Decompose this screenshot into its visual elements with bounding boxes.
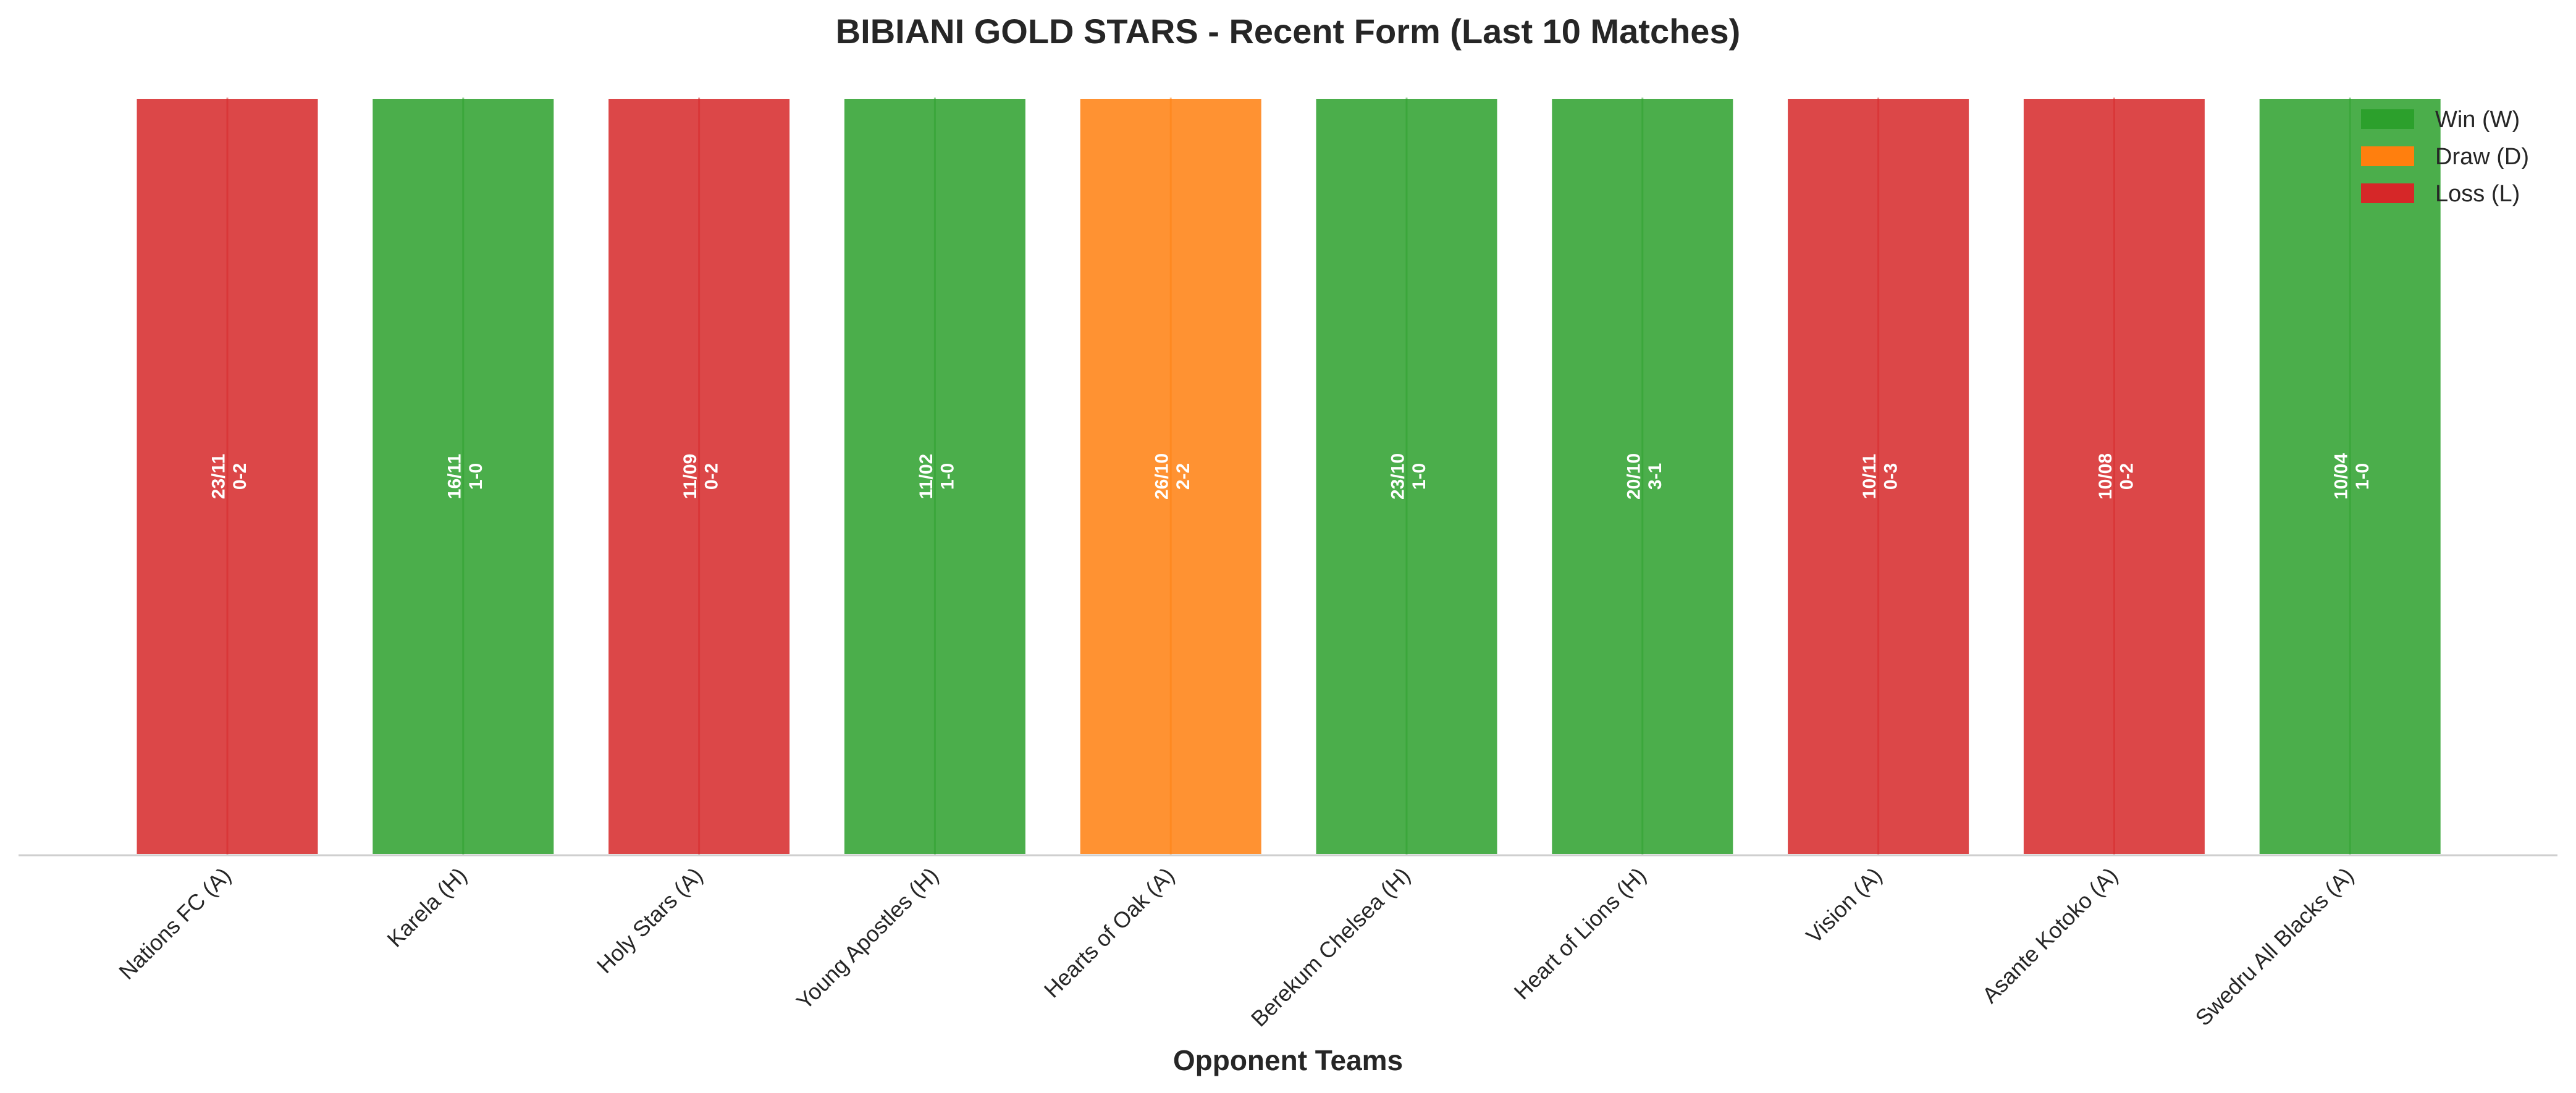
bar-data-label-4: 11/021-0 — [916, 454, 958, 499]
bar-data-label-1: 23/110-2 — [209, 454, 251, 499]
bar-score-3: 0-2 — [702, 463, 722, 490]
bar-date-6: 23/10 — [1388, 453, 1408, 500]
bar-date-4: 11/02 — [916, 454, 937, 499]
bar-data-label-5: 26/102-2 — [1152, 453, 1194, 500]
x-tick-label-10: Swedru All Blacks (A) — [2191, 863, 2359, 1031]
legend-swatch-2 — [2361, 146, 2414, 166]
bar-data-label-2: 16/111-0 — [444, 454, 486, 499]
bar-score-1: 0-2 — [230, 463, 250, 490]
x-tick-label-2: Karela (H) — [382, 863, 471, 952]
x-tick-label-3: Holy Stars (A) — [592, 863, 707, 978]
x-tick-label-9: Asante Kotoko (A) — [1977, 863, 2123, 1008]
legend-swatch-1 — [2361, 109, 2414, 129]
bar-score-10: 1-0 — [2352, 463, 2373, 490]
bar-date-10: 10/04 — [2331, 453, 2352, 500]
x-tick-label-8: Vision (A) — [1801, 863, 1887, 949]
bar-date-5: 26/10 — [1152, 453, 1172, 500]
bar-date-1: 23/11 — [209, 454, 229, 499]
legend-label-3: Loss (L) — [2435, 181, 2520, 207]
legend-label-1: Win (W) — [2435, 107, 2520, 133]
bar-score-4: 1-0 — [937, 463, 958, 490]
bar-data-label-6: 23/101-0 — [1388, 453, 1430, 500]
bar-score-8: 0-3 — [1881, 463, 1901, 490]
x-tick-label-6: Berekum Chelsea (H) — [1246, 863, 1415, 1032]
bar-score-5: 2-2 — [1173, 463, 1193, 490]
bar-date-3: 11/09 — [680, 454, 701, 499]
bar-data-label-8: 10/110-3 — [1859, 454, 1901, 499]
bar-date-2: 16/11 — [444, 454, 465, 499]
bar-date-7: 20/10 — [1623, 453, 1644, 500]
bar-date-8: 10/11 — [1859, 454, 1880, 499]
bar-date-9: 10/08 — [2095, 453, 2116, 500]
bar-score-2: 1-0 — [466, 463, 486, 490]
legend-swatch-3 — [2361, 183, 2414, 203]
legend-label-2: Draw (D) — [2435, 144, 2529, 170]
x-tick-label-5: Hearts of Oak (A) — [1039, 863, 1179, 1003]
x-axis-label: Opponent Teams — [1173, 1044, 1403, 1076]
chart-title: BIBIANI GOLD STARS - Recent Form (Last 1… — [836, 12, 1741, 51]
bar-data-label-3: 11/090-2 — [680, 454, 722, 499]
x-tick-label-1: Nations FC (A) — [114, 863, 235, 984]
x-tick-label-4: Young Apostles (H) — [791, 863, 943, 1015]
bar-data-label-7: 20/103-1 — [1623, 453, 1665, 500]
bar-score-9: 0-2 — [2116, 463, 2137, 490]
x-tick-label-7: Heart of Lions (H) — [1509, 863, 1651, 1005]
bar-score-7: 3-1 — [1645, 463, 1665, 490]
x-tick-labels: Nations FC (A) Karela (H) Holy Stars (A) Yo… — [114, 863, 2359, 1032]
bars-layer: 23/110-2 16/111-0 11/090-2 11/021-0 26/102-2… — [134, 96, 2443, 856]
legend: Win (W) Draw (D) Loss (L) — [2361, 107, 2529, 207]
bar-data-label-10: 10/041-0 — [2331, 453, 2373, 500]
bar-data-label-9: 10/080-2 — [2095, 453, 2137, 500]
bar-score-6: 1-0 — [1409, 463, 1429, 490]
